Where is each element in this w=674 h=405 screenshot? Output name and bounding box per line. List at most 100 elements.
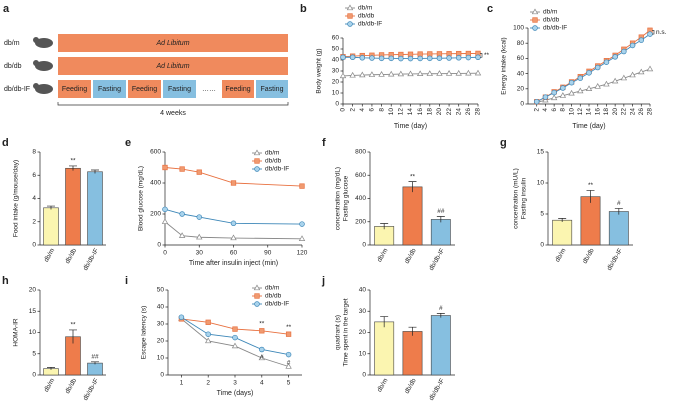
marker — [638, 37, 645, 43]
error-bar — [408, 326, 417, 336]
x-tick-label: 14 — [407, 108, 414, 116]
marker — [205, 319, 211, 325]
marker — [585, 85, 593, 91]
marker — [533, 98, 540, 105]
x-tick-label: 14 — [586, 108, 593, 116]
x-tick-label: 16 — [594, 108, 601, 116]
block-label: Feeding — [225, 86, 250, 93]
x-tick-label: db/m — [43, 247, 56, 263]
marker — [378, 71, 385, 77]
marker — [611, 77, 619, 84]
block-label: Fasting — [98, 86, 121, 93]
bar — [402, 186, 423, 246]
x-tick-label: 4 — [359, 108, 366, 112]
x-tick-label: 28 — [475, 108, 482, 116]
y-tick-label: 0 — [540, 242, 544, 249]
bar — [65, 167, 81, 246]
legend-label: db/db-IF — [265, 301, 289, 308]
y-tick-label: 600 — [150, 149, 161, 156]
block-label: Fasting — [168, 86, 191, 93]
legend-label: db/db-IF — [265, 166, 289, 173]
x-tick-label: 5 — [287, 380, 291, 387]
x-tick-label: 1 — [180, 380, 184, 387]
chart-panel: d 0 2 4 6 8 Food intake (g/mouse/day) db/m ** db/… — [2, 137, 106, 272]
marker — [417, 55, 423, 62]
marker — [196, 169, 202, 175]
marker — [231, 342, 239, 349]
y-tick-label: 400 — [355, 195, 366, 202]
panel-label: c — [487, 3, 493, 15]
legend-marker — [254, 166, 260, 172]
marker — [369, 55, 375, 61]
legend-marker — [254, 158, 260, 164]
y-axis-label: Body weight (g) — [316, 48, 323, 93]
x-tick-label: 18 — [427, 108, 434, 116]
x-tick-label: db/db-IF — [82, 247, 100, 271]
error-bar — [47, 367, 55, 370]
y-axis-label: Energy intake (kcal) — [501, 37, 508, 94]
x-tick-label: 6 — [369, 108, 376, 112]
y-tick-label: 4 — [32, 195, 36, 202]
y-tick-label: 15 — [29, 308, 37, 315]
y-tick-label: 0 — [32, 372, 36, 379]
y-axis-label: Fasting insulin — [521, 177, 528, 219]
error-bar — [91, 361, 99, 365]
x-axis-label: Time (days) — [217, 390, 254, 397]
y-axis-label: Blood glucose (mg/dL) — [138, 166, 145, 231]
bar — [374, 321, 395, 376]
marker — [647, 31, 653, 37]
x-tick-label: 90 — [264, 250, 272, 257]
x-tick-label: 30 — [196, 250, 204, 257]
x-tick-label: db/db — [64, 247, 78, 265]
group-label: db/m — [4, 40, 20, 47]
y-tick-label: 0 — [362, 372, 366, 379]
significance-label: # — [439, 305, 443, 312]
bar — [43, 207, 59, 246]
y-tick-label: 200 — [355, 218, 366, 225]
fasting-block — [256, 80, 288, 98]
legend-marker — [532, 25, 538, 31]
x-tick-label: 3 — [233, 380, 237, 387]
y-tick-label: 400 — [150, 180, 161, 187]
note-bracket — [652, 29, 655, 35]
y-axis-label: HOMA-IR — [13, 318, 20, 346]
x-tick-label: 2 — [533, 108, 540, 112]
note-bracket — [480, 53, 483, 58]
y-axis-label: quadrant (s) — [335, 315, 342, 350]
fasting-block — [93, 80, 126, 98]
marker — [427, 51, 433, 57]
marker — [196, 214, 203, 220]
marker — [568, 89, 575, 96]
bar — [430, 315, 451, 376]
marker — [577, 87, 584, 94]
y-tick-label: 100 — [513, 25, 524, 32]
x-tick-label: db/db-IF — [606, 247, 624, 271]
legend-label: db/db — [543, 17, 560, 24]
significance-label: ## — [437, 208, 445, 215]
y-tick-label: 0 — [520, 101, 524, 108]
bar-label: Ad Libitum — [155, 63, 189, 70]
marker — [560, 85, 566, 91]
legend-label: db/m — [543, 9, 557, 16]
marker — [620, 74, 628, 81]
y-tick-label: 10 — [359, 350, 367, 357]
y-tick-label: 10 — [29, 329, 37, 336]
x-tick-label: 2 — [206, 380, 210, 387]
marker — [465, 54, 472, 61]
x-tick-label: 16 — [417, 108, 424, 116]
y-tick-label: 0 — [160, 372, 164, 379]
error-bar — [69, 165, 77, 171]
marker — [455, 69, 462, 76]
legend-marker — [532, 17, 538, 23]
marker — [426, 70, 433, 76]
y-tick-label: 30 — [359, 308, 367, 315]
x-tick-label: 10 — [388, 108, 395, 116]
marker — [594, 64, 601, 71]
marker — [378, 55, 385, 62]
marker — [259, 328, 265, 334]
ellipsis: …… — [202, 86, 216, 93]
marker — [427, 55, 433, 62]
chart-panel: e 0 200 400 600 Blood glucose (mg/dL) 0 30 60 90 1… — [125, 137, 308, 267]
ad-libitum-bar — [58, 57, 288, 75]
